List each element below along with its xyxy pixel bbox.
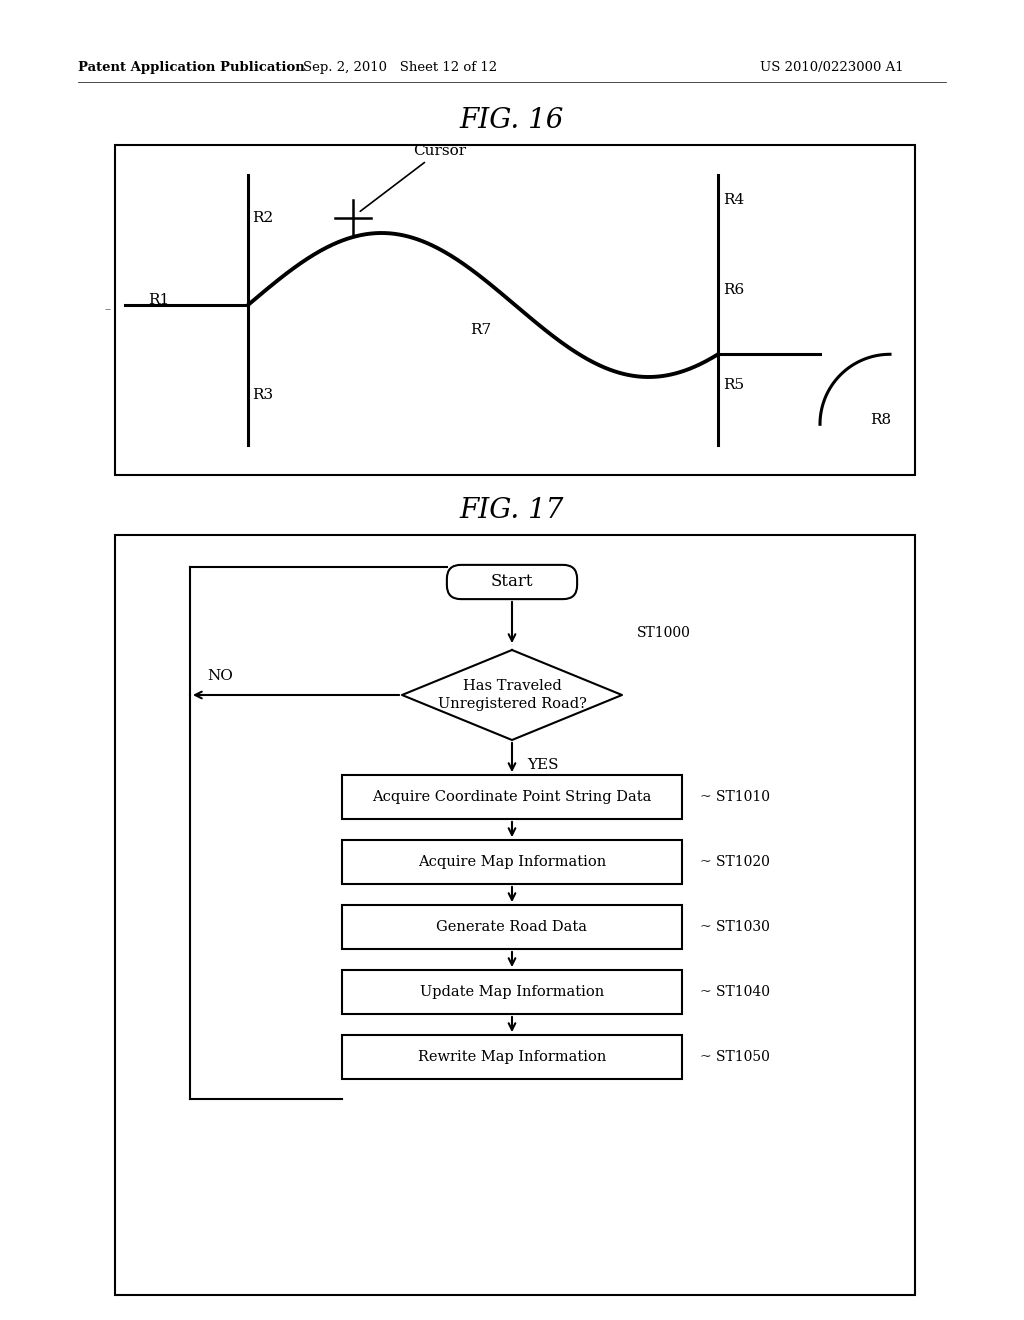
Text: Sep. 2, 2010   Sheet 12 of 12: Sep. 2, 2010 Sheet 12 of 12	[303, 62, 497, 74]
Bar	[115, 145, 915, 475]
Bar	[342, 1035, 682, 1078]
Text: Cursor: Cursor	[360, 144, 466, 211]
Text: Has Traveled
Unregistered Road?: Has Traveled Unregistered Road?	[437, 678, 587, 711]
Bar	[342, 840, 682, 884]
Text: R6: R6	[723, 282, 744, 297]
Text: Start: Start	[490, 573, 534, 590]
Text: R1: R1	[148, 293, 169, 308]
Text: R3: R3	[252, 388, 273, 403]
Text: ~ ST1010: ~ ST1010	[700, 789, 770, 804]
Text: ~ ST1050: ~ ST1050	[700, 1049, 770, 1064]
Text: R7: R7	[470, 323, 492, 337]
Text: Rewrite Map Information: Rewrite Map Information	[418, 1049, 606, 1064]
Text: FIG. 16: FIG. 16	[460, 107, 564, 133]
Text: Acquire Map Information: Acquire Map Information	[418, 855, 606, 869]
Text: Patent Application Publication: Patent Application Publication	[78, 62, 305, 74]
Text: R5: R5	[723, 378, 744, 392]
Text: ~ ST1040: ~ ST1040	[700, 985, 770, 999]
Text: ~ ST1030: ~ ST1030	[700, 920, 770, 935]
Text: ~ ST1020: ~ ST1020	[700, 855, 770, 869]
Text: Update Map Information: Update Map Information	[420, 985, 604, 999]
Text: Acquire Coordinate Point String Data: Acquire Coordinate Point String Data	[373, 789, 651, 804]
Text: –: –	[104, 304, 112, 317]
Text: R8: R8	[870, 413, 891, 426]
Text: R4: R4	[723, 193, 744, 207]
Text: US 2010/0223000 A1: US 2010/0223000 A1	[760, 62, 903, 74]
FancyBboxPatch shape	[446, 565, 578, 599]
Bar	[342, 775, 682, 818]
Bar	[342, 970, 682, 1014]
Text: FIG. 17: FIG. 17	[460, 496, 564, 524]
Text: NO: NO	[207, 669, 232, 682]
Bar	[115, 535, 915, 1295]
Text: Generate Road Data: Generate Road Data	[436, 920, 588, 935]
Text: ST1000: ST1000	[637, 626, 691, 640]
Text: R2: R2	[252, 211, 273, 224]
Bar	[342, 906, 682, 949]
Text: YES: YES	[527, 758, 558, 772]
